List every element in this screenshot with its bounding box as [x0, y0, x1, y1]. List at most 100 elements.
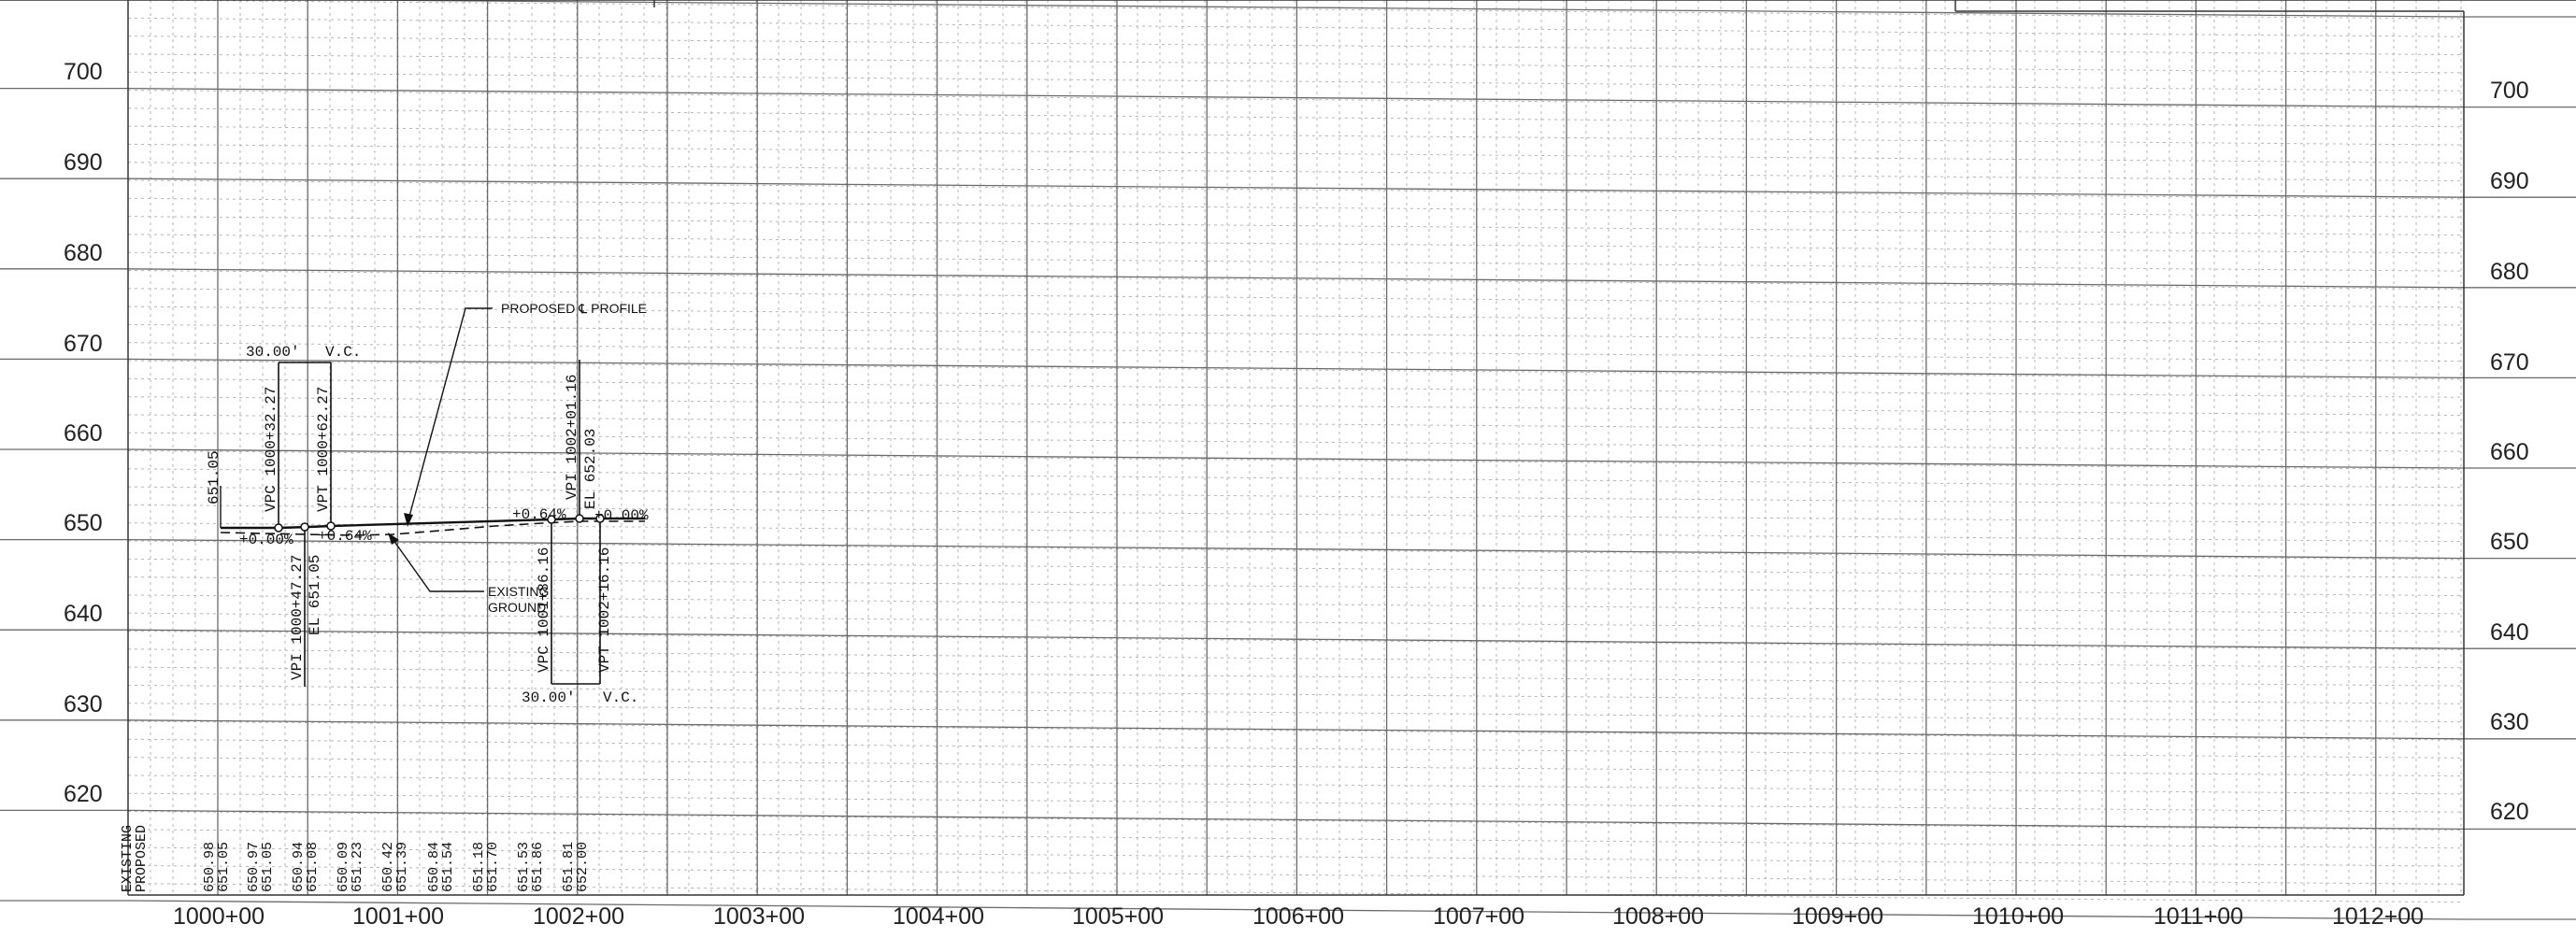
grid-minor-horizontal	[127, 757, 2465, 777]
grid-major-horizontal	[127, 178, 2465, 198]
grid-major-horizontal	[127, 538, 2465, 560]
existing-elevation: 650.98	[202, 842, 218, 892]
y-label-right: 650	[2490, 529, 2529, 555]
y-label-right: 670	[2490, 349, 2529, 376]
existing-callout-leader	[390, 535, 484, 592]
grid-minor-horizontal	[127, 107, 2465, 128]
grid-minor-horizontal	[127, 143, 2465, 163]
proposed-callout-leader	[407, 307, 493, 524]
elevation-table: EXISTING PROPOSED 650.98 651.05 650.97 6…	[120, 825, 591, 892]
begin-elevation-label: 651.05	[206, 450, 222, 505]
grid-minor-horizontal	[127, 558, 2465, 578]
existing-elevation: 650.84	[426, 842, 442, 892]
grid-major-horizontal	[127, 268, 2465, 289]
grid-minor-horizontal	[127, 540, 2465, 561]
y-label-left: 680	[64, 240, 103, 266]
station-label: 1007+00	[1433, 903, 1524, 930]
station-label: 1001+00	[352, 903, 444, 930]
curve1-vpt-label: VPT 1000+62.27	[315, 387, 332, 512]
existing-elevation: 650.97	[246, 842, 262, 892]
existing-callout-arrowhead	[388, 533, 399, 545]
grid-minor-horizontal	[127, 342, 2465, 362]
grid-major-horizontal	[127, 448, 2465, 469]
y-label-left: 660	[64, 420, 103, 447]
curve1-length-label: 30.00'	[246, 344, 300, 361]
curve1-vpt-point	[326, 521, 336, 531]
proposed-elevation: 651.54	[440, 842, 456, 892]
grid-minor-horizontal	[127, 450, 2465, 470]
existing-ground-callout-line1: EXISTING	[488, 584, 549, 599]
curve1-grade-out: +0.64%	[318, 528, 372, 545]
grid-minor-horizontal	[127, 414, 2465, 434]
grid-minor-horizontal	[127, 594, 2465, 615]
curve2-vpi-label: VPI 1002+01.16	[564, 375, 580, 500]
grid-minor-horizontal	[127, 775, 2465, 795]
grid-major-horizontal	[127, 358, 2465, 379]
station-label: 1003+00	[713, 903, 805, 930]
grid-minor-horizontal	[127, 197, 2465, 218]
grid-minor-horizontal	[127, 288, 2465, 308]
curve1-vpi-point	[300, 522, 309, 532]
y-label-left: 670	[64, 331, 103, 357]
grid-minor-horizontal	[127, 90, 2465, 109]
curve2-el-label: EL 652.03	[582, 429, 599, 509]
proposed-callout-arrowhead	[404, 513, 413, 527]
grid-minor-horizontal	[127, 612, 2465, 632]
grid-minor-horizontal	[127, 720, 2465, 741]
grid-minor-horizontal	[127, 666, 2465, 687]
existing-elevation: 650.94	[291, 842, 307, 892]
grid-minor-horizontal	[127, 17, 2465, 37]
curve1-el-label: EL 651.05	[307, 555, 323, 635]
curve2-vpc-label: VPC 1001+86.16	[536, 547, 552, 673]
curve1-vpc-point	[274, 523, 283, 533]
grid-minor-horizontal	[127, 270, 2465, 290]
proposed-profile-callout: PROPOSED ℄ PROFILE	[501, 301, 647, 316]
grid-minor-horizontal	[127, 396, 2465, 417]
curve2-grade-in: +0.64%	[512, 506, 566, 523]
y-label-right: 640	[2490, 619, 2529, 646]
station-label: 1009+00	[1792, 903, 1883, 930]
curve2-vpi-point	[575, 514, 584, 523]
station-label: 1005+00	[1072, 903, 1164, 930]
existing-row-label: EXISTING	[120, 825, 136, 892]
grid-minor-horizontal	[127, 738, 2465, 759]
grid-minor-horizontal	[127, 323, 2465, 344]
proposed-elevation: 651.05	[260, 842, 276, 892]
grid-minor-horizontal	[127, 432, 2465, 452]
grid-minor-horizontal	[127, 648, 2465, 669]
y-label-left: 630	[64, 691, 103, 718]
grid-major-horizontal	[285, 0, 2465, 18]
y-label-right: 630	[2490, 709, 2529, 735]
station-label: 1000+00	[173, 903, 265, 930]
grid-minor-horizontal	[127, 576, 2465, 597]
curve1-vpc-label: VPC 1000+32.27	[263, 387, 279, 512]
y-label-left: 700	[64, 59, 103, 85]
curve2-vpc-point	[547, 515, 556, 524]
station-label: 1006+00	[1252, 903, 1344, 930]
station-label: 1002+00	[533, 903, 624, 930]
curve2-length-label: 30.00'	[522, 689, 576, 706]
existing-elevation: 650.09	[336, 842, 351, 892]
grid-major-horizontal	[127, 719, 2465, 740]
curve1-grade-in: +0.00%	[239, 532, 293, 548]
existing-ground-line	[220, 520, 645, 536]
existing-ground-callout-line2: GROUND	[488, 600, 546, 615]
grid-minor-horizontal	[127, 36, 2465, 56]
grid-major-horizontal	[127, 809, 2465, 831]
station-label: 1008+00	[1612, 903, 1704, 930]
station-label: 1012+00	[2332, 903, 2424, 930]
proposed-elevation: 651.08	[305, 842, 321, 892]
station-label: 1010+00	[1972, 903, 2064, 930]
grid-minor-horizontal	[127, 71, 2465, 92]
y-axis-left: 700 690 680 670 660 650 640 630 620	[64, 59, 103, 807]
y-label-left: 620	[64, 781, 103, 807]
y-label-right: 620	[2490, 799, 2529, 825]
grid-minor-horizontal	[127, 251, 2465, 272]
grid-major-horizontal	[127, 629, 2465, 649]
frame-lines	[0, 0, 2576, 896]
grid-major-horizontal	[127, 87, 2465, 108]
proposed-row-label: PROPOSED	[134, 825, 150, 892]
proposed-elevation: 651.05	[216, 842, 232, 892]
grid-minor-horizontal	[127, 486, 2465, 506]
